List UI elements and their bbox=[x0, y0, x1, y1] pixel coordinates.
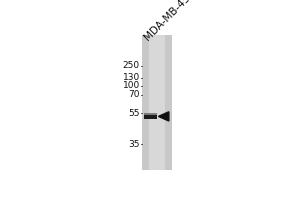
Text: 100: 100 bbox=[123, 81, 140, 90]
Bar bbox=[143, 113, 157, 115]
Bar bbox=[143, 115, 157, 119]
Text: 55: 55 bbox=[128, 109, 140, 118]
Bar bbox=[149, 35, 165, 170]
Text: 35: 35 bbox=[128, 140, 140, 149]
Polygon shape bbox=[158, 112, 169, 121]
Text: 70: 70 bbox=[128, 90, 140, 99]
Text: MDA-MB-453: MDA-MB-453 bbox=[142, 0, 197, 42]
Text: 250: 250 bbox=[123, 61, 140, 70]
Text: 130: 130 bbox=[123, 73, 140, 82]
Bar bbox=[142, 35, 172, 170]
